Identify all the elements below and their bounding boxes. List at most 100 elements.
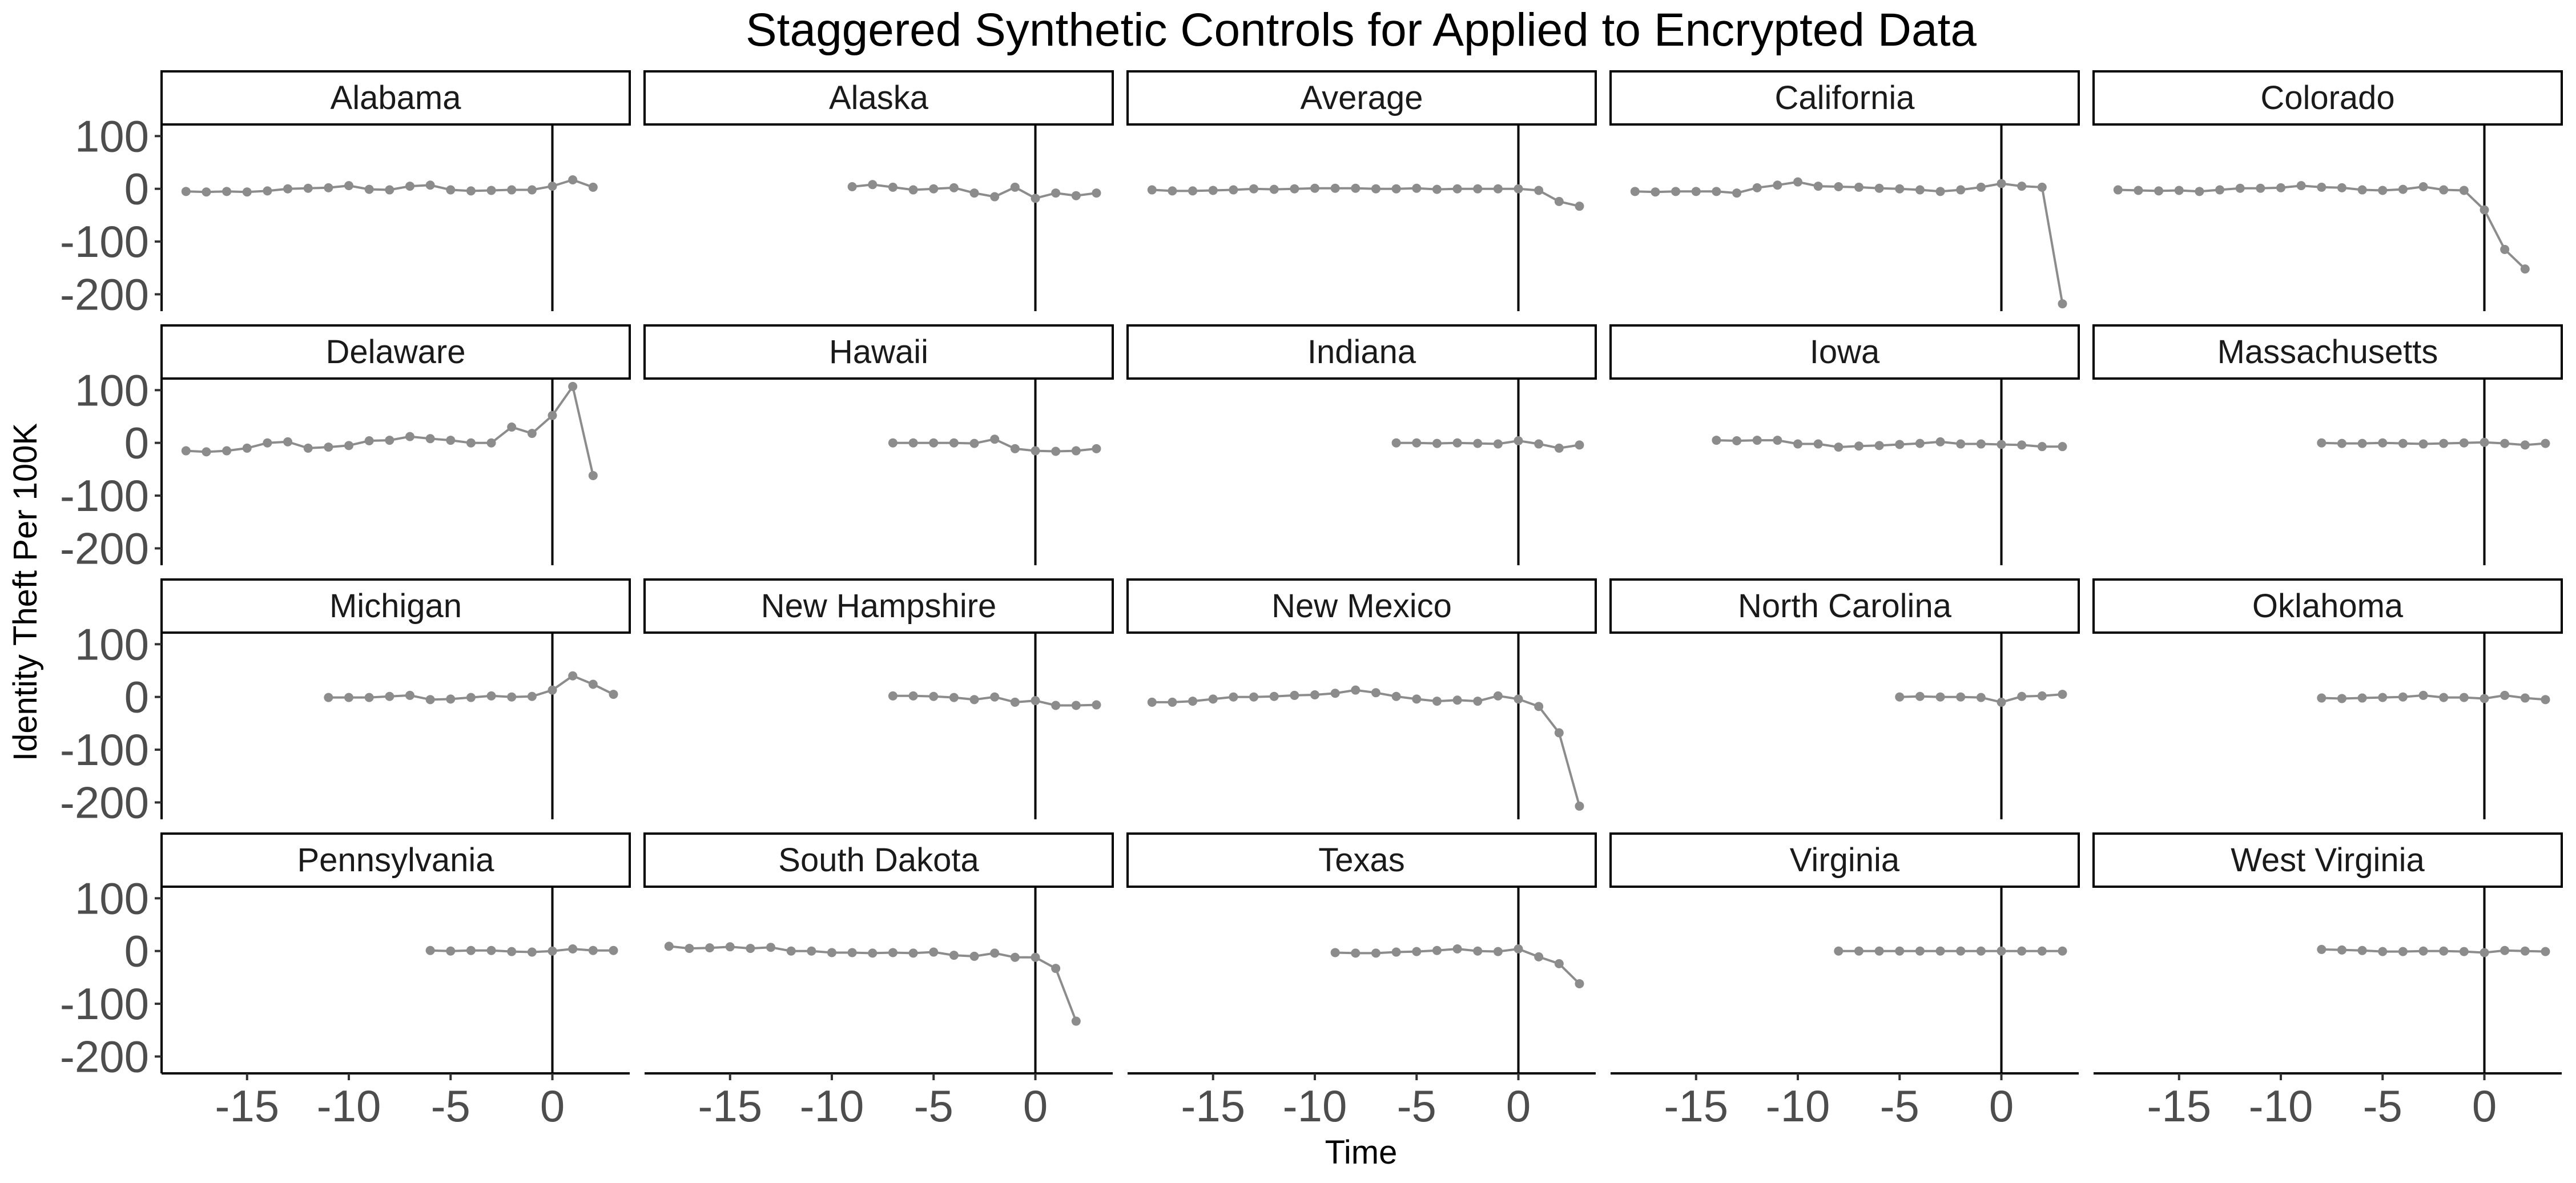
data-point <box>1432 438 1442 448</box>
chart-title: Staggered Synthetic Controls for Applied… <box>746 4 1977 56</box>
data-point <box>1412 438 1422 448</box>
data-point <box>2235 183 2245 193</box>
data-point <box>1330 183 1340 193</box>
data-point <box>1935 946 1945 956</box>
data-point <box>969 695 979 705</box>
data-point <box>1229 692 1238 702</box>
y-tick-label: -100 <box>60 216 149 267</box>
strip-label: Alabama <box>331 79 462 116</box>
data-point <box>405 182 414 191</box>
data-point <box>2378 693 2388 702</box>
data-point <box>2500 690 2510 700</box>
data-point <box>2337 694 2346 703</box>
data-point <box>1310 183 1319 193</box>
y-tick-label: 100 <box>75 111 149 161</box>
data-point <box>2439 185 2449 195</box>
data-point <box>888 691 897 701</box>
data-point <box>1412 183 1422 193</box>
data-point <box>568 671 578 681</box>
data-point <box>929 184 939 194</box>
strip-label: Pennsylvania <box>297 842 495 879</box>
data-point <box>1330 689 1340 698</box>
data-point <box>1712 436 1721 445</box>
data-point <box>507 692 517 702</box>
data-point <box>548 946 557 956</box>
x-tick-label: -5 <box>914 1081 953 1131</box>
data-point <box>1051 964 1061 973</box>
data-point <box>2058 946 2067 956</box>
data-point <box>2418 182 2428 191</box>
data-point <box>2480 437 2489 447</box>
data-point <box>2378 186 2388 195</box>
data-point <box>664 941 674 951</box>
data-point <box>1976 693 1986 702</box>
data-point <box>1391 184 1401 194</box>
data-point <box>888 438 897 448</box>
data-point <box>969 188 979 198</box>
data-point <box>786 946 796 956</box>
data-point <box>990 192 1000 202</box>
data-point <box>2357 185 2367 195</box>
data-point <box>1412 947 1422 956</box>
data-point <box>2037 691 2047 701</box>
series-line <box>1152 187 1580 208</box>
data-point <box>1208 694 1218 704</box>
strip-box <box>2092 578 2563 634</box>
data-point <box>2337 438 2346 448</box>
x-tick-label: -10 <box>1766 1081 1830 1131</box>
data-point <box>1452 695 1462 705</box>
x-tick-label: -15 <box>1181 1081 1245 1131</box>
series-line <box>2321 694 2546 701</box>
data-point <box>1732 188 1742 198</box>
data-point <box>2500 244 2510 254</box>
x-tick-label: 0 <box>1023 1081 1048 1131</box>
data-point <box>1249 184 1259 194</box>
data-point <box>1956 692 1966 702</box>
data-point <box>2418 690 2428 700</box>
panel-south-dakota: South Dakota -15 -10 -5 0 <box>643 832 1114 1131</box>
data-point <box>1575 979 1584 988</box>
data-point <box>405 690 414 700</box>
data-point <box>2520 264 2530 274</box>
data-point <box>1874 183 1884 193</box>
data-point <box>990 692 1000 702</box>
data-point <box>1935 187 1945 196</box>
data-point <box>1493 184 1503 194</box>
data-point <box>1997 946 2006 956</box>
data-point <box>385 436 395 445</box>
data-point <box>1493 691 1503 701</box>
series-line <box>430 947 614 953</box>
x-tick-label: -15 <box>215 1081 279 1131</box>
data-point <box>1452 944 1462 953</box>
x-axis-title: Time <box>1325 1134 1398 1171</box>
data-point <box>888 948 897 957</box>
strip-box <box>2092 832 2563 888</box>
data-point <box>1071 446 1081 456</box>
data-point <box>2520 440 2530 450</box>
data-point <box>2378 947 2388 956</box>
data-point <box>929 947 939 957</box>
data-point <box>466 438 476 448</box>
strip-box <box>1126 832 1597 888</box>
data-point <box>1874 946 1884 956</box>
data-point <box>1010 182 1020 192</box>
data-point <box>908 691 918 701</box>
data-point <box>2541 695 2550 705</box>
data-point <box>1752 183 1762 192</box>
data-point <box>1010 444 1020 453</box>
data-point <box>1310 690 1319 699</box>
panel-north-carolina: North Carolina <box>1609 578 2080 819</box>
panel-california: California <box>1609 70 2080 311</box>
data-point <box>1391 438 1401 448</box>
data-point <box>527 947 537 957</box>
data-point <box>1208 186 1218 195</box>
data-point <box>242 443 252 453</box>
data-point <box>1031 194 1040 203</box>
data-point <box>1997 440 2006 449</box>
strip-box <box>2092 324 2563 380</box>
data-point <box>1473 184 1483 194</box>
data-point <box>1976 439 1986 449</box>
data-point <box>222 187 232 196</box>
data-point <box>1691 187 1701 196</box>
